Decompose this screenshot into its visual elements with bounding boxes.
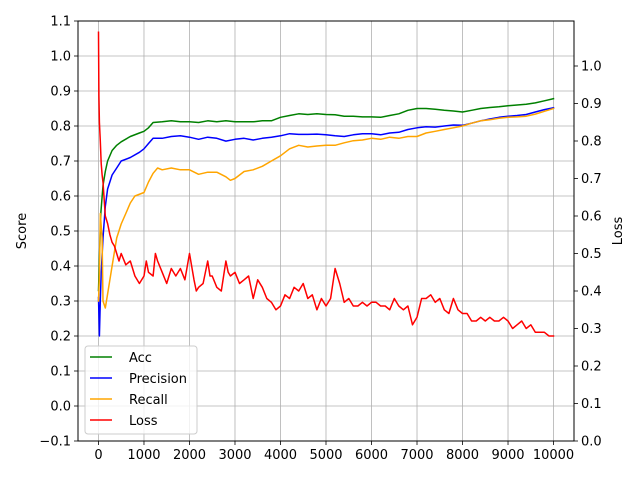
grid [78,20,574,442]
y2-tick-label: 0.0 [581,435,602,450]
y-tick-label: 1.0 [50,50,71,65]
y2-tick-label: 0.2 [581,360,602,375]
y-tick-label: 0.3 [50,295,71,310]
x-tick-label: 3000 [218,448,251,463]
x-tick-label: 4000 [264,448,297,463]
legend-label-precision: Precision [129,372,187,387]
x-tick-label: 0 [94,448,102,463]
y-tick-label: 0.1 [50,365,71,380]
y2-tick-label: 0.8 [581,135,602,150]
x-tick-label: 1000 [127,448,160,463]
y-tick-label: 0.7 [50,155,71,170]
y-axis-title: Score [15,213,30,249]
y2-tick-label: 0.7 [581,172,602,187]
y2-tick-label: 0.3 [581,322,602,337]
y-tick-label: 0.9 [50,85,71,100]
x-tick-label: 10000 [533,448,574,463]
legend-label-acc: Acc [129,351,152,366]
series-line-recall [97,107,555,309]
x-tick-label: 8000 [446,448,479,463]
y-tick-label: 0.8 [50,120,71,135]
y-tick-label: 0.2 [50,330,71,345]
legend: Acc Precision Recall Loss [84,345,198,435]
y-tick-label: 0.0 [50,400,71,415]
y2-tick-label: 0.6 [581,210,602,225]
y2-tick-label: 0.5 [581,247,602,262]
legend-label-recall: Recall [129,393,168,408]
x-tick-label: 7000 [400,448,433,463]
y-tick-label: 1.1 [50,15,71,30]
axis-ticks: 0 1000 2000 3000 4000 5000 6000 7000 8000 9000 100… [39,15,601,464]
y-tick-label: 0.6 [50,190,71,205]
x-tick-label: 9000 [491,448,524,463]
x-tick-label: 2000 [173,448,206,463]
legend-box [84,345,198,435]
x-tick-label: 6000 [355,448,388,463]
y-tick-label: 0.4 [50,260,71,275]
y-tick-label: 0.5 [50,225,71,240]
y2-axis-title: Loss [611,217,626,246]
legend-label-loss: Loss [129,414,158,429]
series-lines [97,31,555,337]
y2-tick-label: 0.4 [581,285,602,300]
y2-tick-label: 0.1 [581,397,602,412]
series-line-acc [97,97,555,292]
y2-tick-label: 0.9 [581,97,602,112]
y-tick-label: −0.1 [39,435,71,450]
x-tick-label: 5000 [309,448,342,463]
series-line-loss [97,31,555,337]
y2-tick-label: 1.0 [581,60,602,75]
